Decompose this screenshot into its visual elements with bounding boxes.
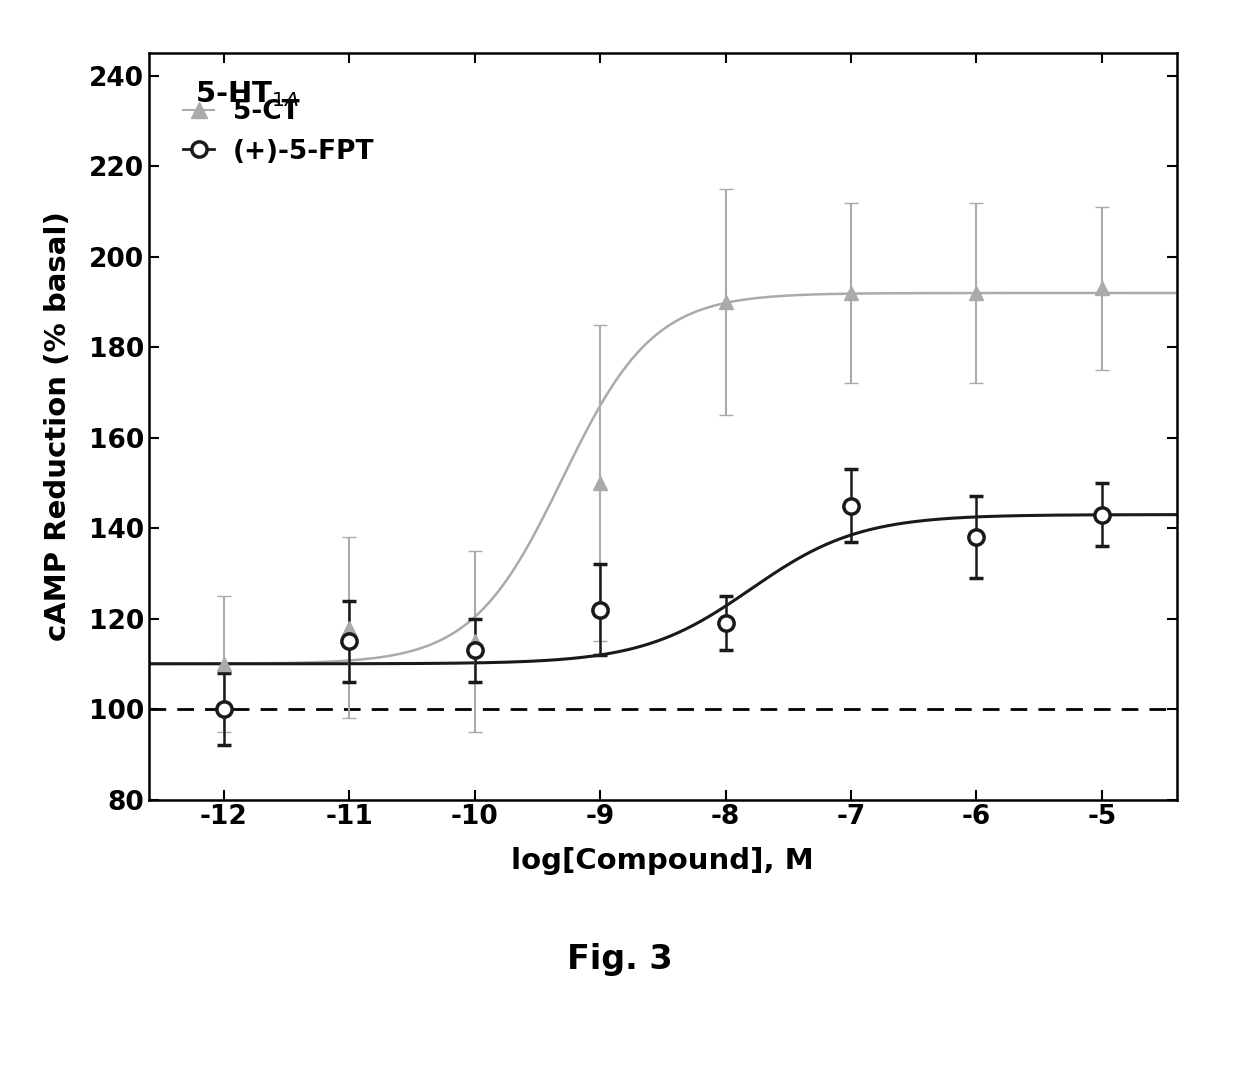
- Text: 5-HT$_{1A}$: 5-HT$_{1A}$: [195, 80, 300, 109]
- Text: Fig. 3: Fig. 3: [566, 943, 673, 975]
- Y-axis label: cAMP Reduction (% basal): cAMP Reduction (% basal): [43, 211, 72, 642]
- X-axis label: log[Compound], M: log[Compound], M: [512, 847, 814, 875]
- Legend: 5-CT, (+)-5-FPT: 5-CT, (+)-5-FPT: [172, 88, 385, 175]
